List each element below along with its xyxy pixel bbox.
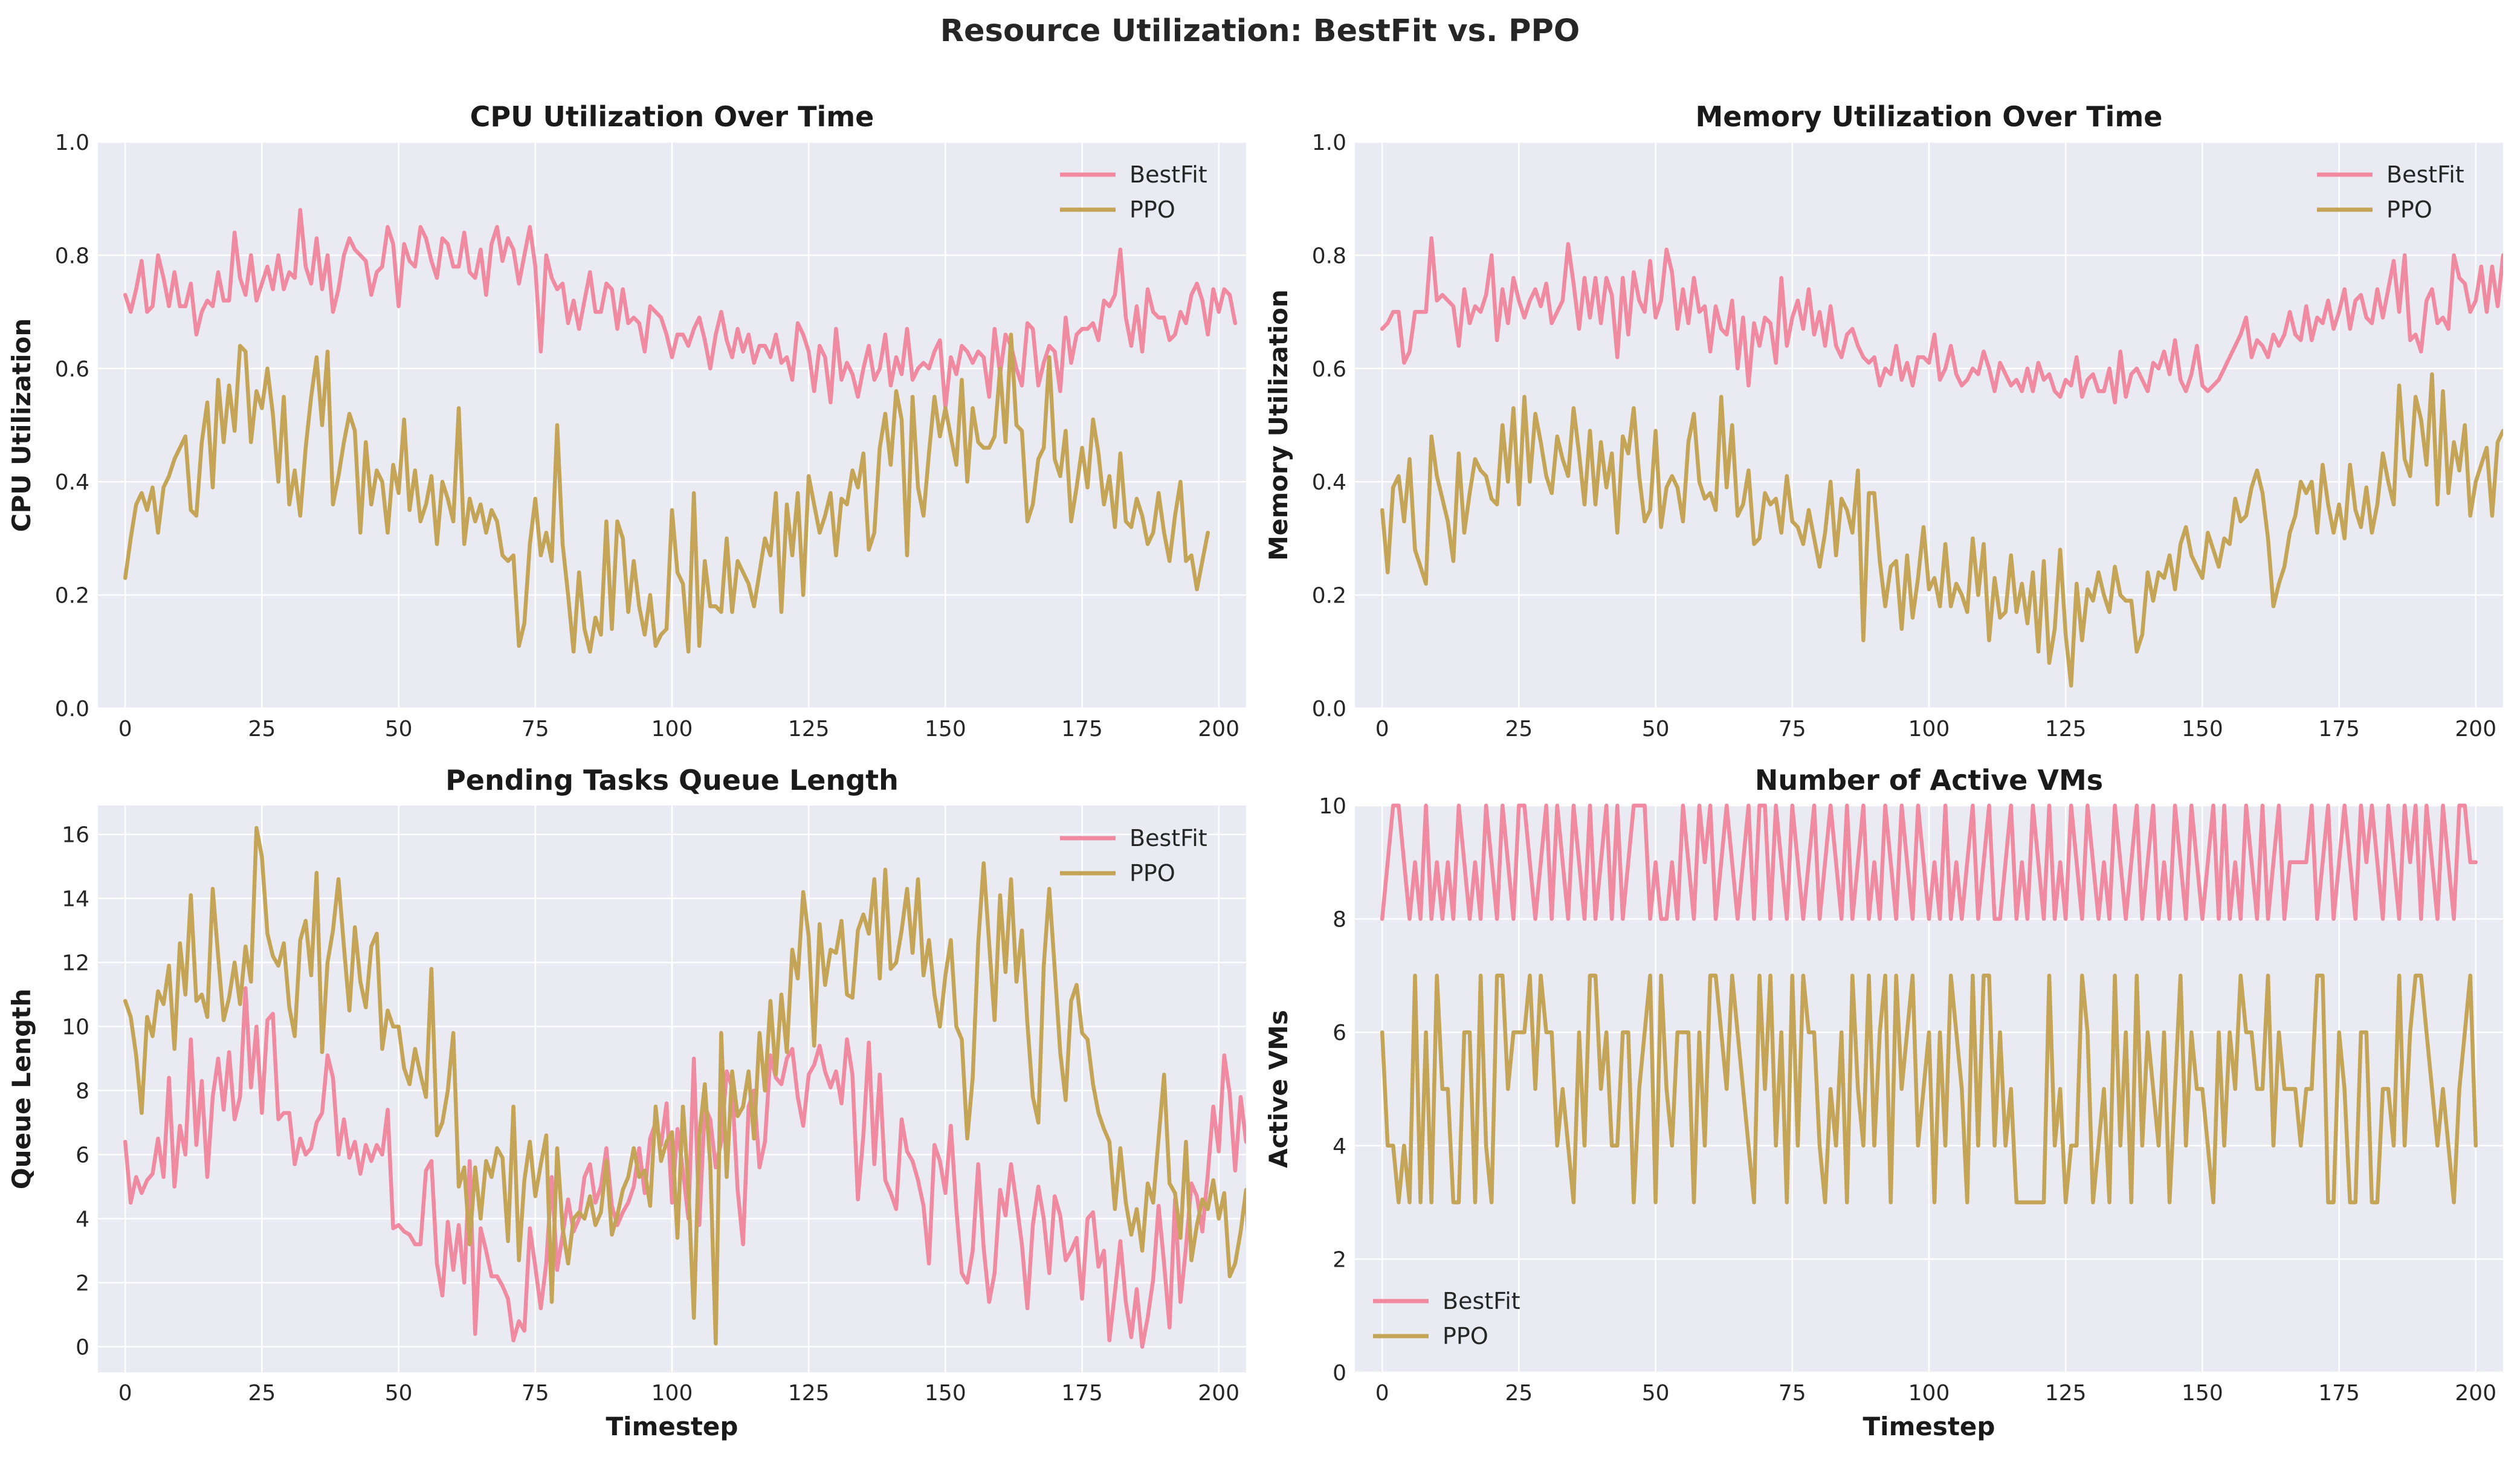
- x-tick-label: 50: [1642, 717, 1670, 741]
- x-tick-label: 150: [925, 717, 966, 741]
- series-line-bestfit: [123, 208, 1238, 410]
- y-tick-label: 0.8: [55, 244, 89, 268]
- y-tick-label: 0.4: [1312, 470, 1346, 495]
- legend-label: BestFit: [1443, 1288, 1520, 1314]
- figure-title: Resource Utilization: BestFit vs. PPO: [940, 13, 1580, 49]
- y-tick-label: 0.6: [1312, 357, 1346, 382]
- y-tick-label: 12: [62, 951, 89, 976]
- chart-title: Number of Active VMs: [1755, 764, 2103, 796]
- y-tick-label: 0.8: [1312, 244, 1346, 268]
- chart-panel-4: 0 25 50 75 100 125 150 175 200 0 2 4 6 8 10 Number of A…: [1264, 764, 2503, 1441]
- y-tick-label: 0.6: [55, 357, 89, 382]
- x-tick-label: 175: [1061, 717, 1103, 741]
- x-tick-label: 175: [2318, 1381, 2360, 1406]
- y-tick-label: 6: [76, 1143, 89, 1168]
- y-tick-label: 4: [1333, 1134, 1346, 1159]
- x-tick-label: 150: [2182, 717, 2223, 741]
- x-tick-label: 25: [248, 717, 276, 741]
- series-line-ppo: [123, 825, 1246, 1346]
- y-axis-label: Memory Utilization: [1264, 289, 1293, 561]
- y-tick-label: 0.0: [1312, 697, 1346, 722]
- x-tick-label: 100: [651, 717, 693, 741]
- series-line-bestfit: [1380, 236, 2503, 405]
- x-tick-label: 50: [385, 717, 413, 741]
- y-tick-label: 16: [62, 823, 89, 848]
- x-tick-label: 125: [788, 717, 830, 741]
- y-tick-label: 8: [76, 1079, 89, 1104]
- x-tick-label: 175: [2318, 717, 2360, 741]
- x-tick-label: 150: [925, 1381, 966, 1406]
- y-tick-label: 1.0: [55, 131, 89, 155]
- y-tick-label: 8: [1333, 908, 1346, 932]
- chart-panel-1: 0 25 50 75 100 125 150 175 200 0.0 0.2 0.4 0.6 0.8 1.0…: [7, 100, 1246, 741]
- y-tick-label: 2: [1333, 1247, 1346, 1272]
- x-tick-label: 75: [522, 1381, 549, 1406]
- x-tick-label: 150: [2182, 1381, 2223, 1406]
- y-tick-label: 0.2: [55, 584, 89, 609]
- series-line-bestfit: [1380, 803, 2478, 921]
- legend-label: PPO: [1443, 1323, 1488, 1349]
- chart-panel-2: 0 25 50 75 100 125 150 175 200 0.0 0.2 0.4 0.6 0.8 1.0…: [1264, 100, 2503, 741]
- series-line-bestfit: [123, 986, 1246, 1349]
- x-tick-label: 50: [385, 1381, 413, 1406]
- y-tick-label: 2: [76, 1271, 89, 1296]
- chart-title: CPU Utilization Over Time: [470, 100, 874, 133]
- legend-label: PPO: [1129, 860, 1175, 887]
- chart-panel-3: 0 25 50 75 100 125 150 175 200 0 2 4 6 8 10 12 14 16 Pendi…: [7, 764, 1246, 1441]
- y-axis-label: CPU Utilization: [7, 318, 36, 532]
- x-tick-label: 0: [1375, 1381, 1389, 1406]
- x-tick-label: 125: [788, 1381, 830, 1406]
- y-tick-label: 10: [1319, 794, 1346, 819]
- x-tick-label: 25: [1505, 1381, 1533, 1406]
- x-tick-label: 125: [2045, 1381, 2087, 1406]
- y-tick-label: 0: [1333, 1361, 1346, 1386]
- y-tick-label: 10: [62, 1015, 89, 1040]
- legend-label: BestFit: [1129, 161, 1207, 188]
- legend-label: BestFit: [1129, 825, 1207, 851]
- panels: 0 25 50 75 100 125 150 175 2000.00.20.40.60.81.0…: [7, 100, 2503, 1441]
- x-tick-label: 100: [1908, 717, 1950, 741]
- y-tick-label: 1.0: [1312, 131, 1346, 155]
- y-tick-label: 6: [1333, 1021, 1346, 1045]
- x-tick-label: 75: [522, 717, 549, 741]
- x-tick-label: 75: [1779, 717, 1806, 741]
- y-axis-label: Queue Length: [7, 989, 36, 1189]
- x-tick-label: 175: [1061, 1381, 1103, 1406]
- y-tick-label: 0.4: [55, 470, 89, 495]
- y-tick-label: 0.2: [1312, 584, 1346, 609]
- y-tick-label: 0: [76, 1336, 89, 1360]
- x-tick-label: 0: [1375, 717, 1389, 741]
- x-tick-label: 0: [118, 1381, 132, 1406]
- legend-label: PPO: [2386, 196, 2432, 223]
- x-axis-label: Timestep: [1863, 1412, 1995, 1441]
- legend-label: PPO: [1129, 196, 1175, 223]
- x-tick-label: 25: [248, 1381, 276, 1406]
- y-axis-label: Active VMs: [1264, 1010, 1293, 1168]
- x-tick-label: 50: [1642, 1381, 1670, 1406]
- chart-title: Pending Tasks Queue Length: [445, 764, 899, 796]
- y-tick-label: 0.0: [55, 697, 89, 722]
- y-tick-label: 4: [76, 1207, 89, 1232]
- series-line-ppo: [123, 332, 1210, 654]
- x-tick-label: 200: [1198, 1381, 1239, 1406]
- x-axis-label: Timestep: [606, 1412, 738, 1441]
- x-tick-label: 200: [1198, 717, 1239, 741]
- x-tick-label: 100: [1908, 1381, 1950, 1406]
- x-tick-label: 125: [2045, 717, 2087, 741]
- y-tick-label: 14: [62, 887, 89, 912]
- series-line-ppo: [1380, 974, 2478, 1204]
- x-tick-label: 100: [651, 1381, 693, 1406]
- x-tick-label: 25: [1505, 717, 1533, 741]
- chart-title: Memory Utilization Over Time: [1695, 100, 2162, 133]
- x-tick-label: 200: [2455, 1381, 2496, 1406]
- x-tick-label: 75: [1779, 1381, 1806, 1406]
- series-line-ppo: [1380, 372, 2503, 688]
- x-tick-label: 0: [118, 717, 132, 741]
- x-tick-label: 200: [2455, 717, 2496, 741]
- legend-label: BestFit: [2386, 161, 2464, 188]
